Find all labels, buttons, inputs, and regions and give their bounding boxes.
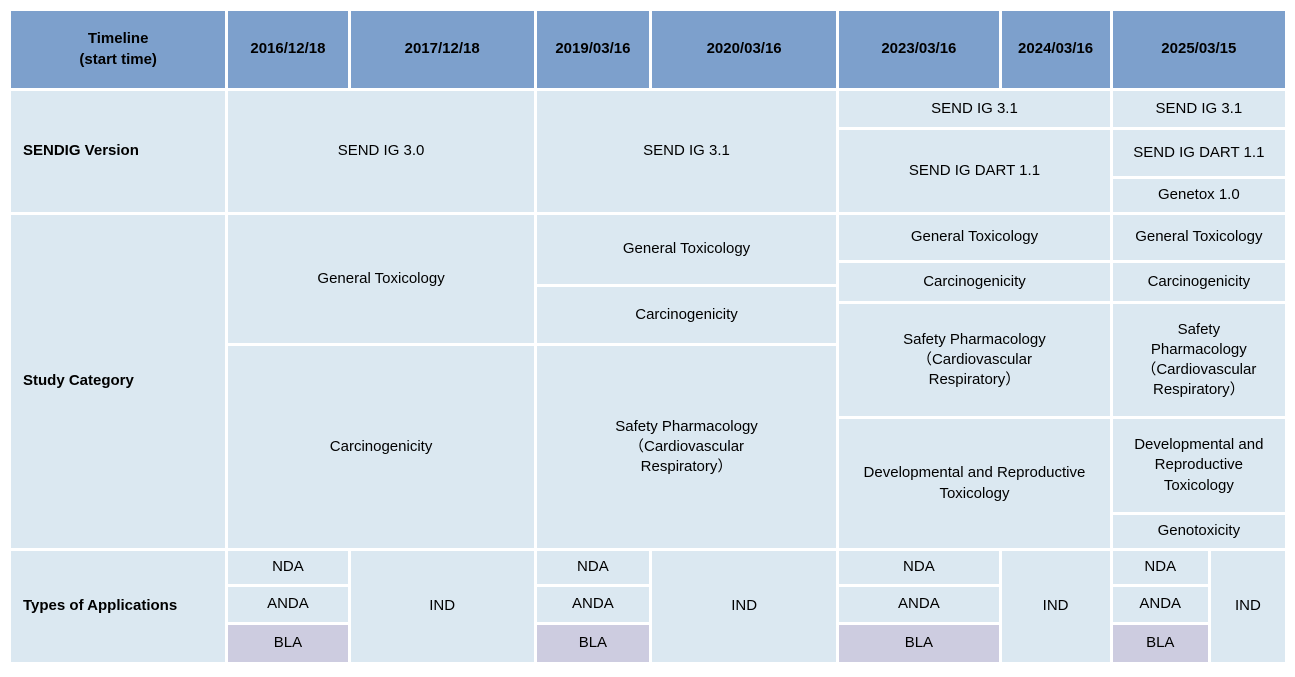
sendig-2025-dart-11-cell: SEND IG DART 1.1 (1109, 127, 1289, 179)
study-category-row-3: Carcinogenicity (10, 284, 1287, 346)
header-cell-date-2024-03-16: 2024/03/16 (998, 8, 1113, 91)
header-row: Timeline (start time) 2016/12/18 2017/12… (7, 8, 1289, 91)
applications-row-2: ANDA ANDA ANDA ANDA (10, 584, 1287, 625)
applications-row-1: Types of Applications NDA IND NDA IND ND… (7, 548, 1289, 665)
row-label-types-of-applications: Types of Applications (7, 548, 229, 665)
apps-2025-anda-cell: ANDA (1109, 584, 1211, 625)
study-2023-2024-safety-pharmacology-cell: Safety Pharmacology （Cardiovascular Resp… (836, 301, 1113, 419)
sendig-version-row-2: SEND IG DART 1.1 SEND IG DART 1.1 (10, 127, 1289, 215)
study-2025-safety-pharmacology-cell: Safety Pharmacology （Cardiovascular Resp… (1109, 301, 1289, 419)
header-cell-date-2025-03-15: 2025/03/15 (1109, 8, 1289, 91)
study-2023-2024-developmental-reproductive-cell: Developmental and Reproductive Toxicolog… (836, 416, 1113, 551)
sendig-2025-genetox-10-cell: Genetox 1.0 (1109, 176, 1289, 215)
sendig-2016-2017-send-ig-30-cell: SEND IG 3.0 (225, 88, 537, 215)
study-category-row-6: Developmental and Reproductive Toxicolog… (10, 416, 1289, 551)
study-2023-2024-general-toxicology-cell: General Toxicology (836, 212, 1113, 263)
study-category-row-1: Study Category General Toxicology Genera… (7, 212, 1289, 551)
study-2019-2020-carcinogenicity-cell: Carcinogenicity (533, 284, 840, 346)
apps-2024-ind-cell: IND (998, 548, 1113, 665)
sendig-2019-2020-send-ig-31-cell: SEND IG 3.1 (533, 88, 840, 215)
apps-2016-anda-cell: ANDA (225, 584, 351, 625)
sendig-2025-send-ig-31-cell: SEND IG 3.1 (1109, 88, 1289, 130)
study-2025-developmental-reproductive-cell: Developmental and Reproductive Toxicolog… (1109, 416, 1289, 515)
sendig-2023-2024-send-ig-31-cell: SEND IG 3.1 (836, 88, 1113, 130)
study-2025-carcinogenicity-cell: Carcinogenicity (1109, 260, 1289, 304)
apps-2017-ind-cell: IND (347, 548, 537, 665)
apps-2025-ind-cell: IND (1207, 548, 1289, 665)
study-category-row-2: Carcinogenicity Carcinogenicity (10, 260, 1289, 304)
study-2025-genotoxicity-cell: Genotoxicity (1109, 512, 1289, 551)
header-cell-date-2016-12-18: 2016/12/18 (225, 8, 351, 91)
applications-row-3: BLA BLA BLA BLA (10, 622, 1287, 665)
header-cell-date-2020-03-16: 2020/03/16 (648, 8, 840, 91)
apps-2023-bla-cell: BLA (836, 622, 1002, 665)
header-cell-date-2017-12-18: 2017/12/18 (347, 8, 537, 91)
study-2025-general-toxicology-cell: General Toxicology (1109, 212, 1289, 263)
study-2016-2017-carcinogenicity-cell: Carcinogenicity (225, 343, 537, 551)
apps-2019-bla-cell: BLA (533, 622, 652, 665)
apps-2023-nda-cell: NDA (836, 548, 1002, 587)
apps-2025-bla-cell: BLA (1109, 622, 1211, 665)
apps-2019-anda-cell: ANDA (533, 584, 652, 625)
apps-2016-nda-cell: NDA (225, 548, 351, 587)
sendig-version-row-3: Genetox 1.0 (10, 176, 1289, 215)
study-category-row-5: Carcinogenicity Safety Pharmacology （Car… (10, 343, 1287, 551)
send-timeline-table: Timeline (start time) 2016/12/18 2017/12… (7, 8, 1289, 665)
row-label-sendig-version: SENDIG Version (7, 88, 229, 215)
header-cell-date-2023-03-16: 2023/03/16 (836, 8, 1002, 91)
sendig-2023-2024-dart-11-cell: SEND IG DART 1.1 (836, 127, 1113, 215)
study-category-row-7: Genotoxicity (10, 512, 1289, 551)
apps-2025-nda-cell: NDA (1109, 548, 1211, 587)
study-2016-2017-general-toxicology-cell: General Toxicology (225, 212, 537, 346)
study-category-row-4: Safety Pharmacology （Cardiovascular Resp… (10, 301, 1289, 419)
study-2023-2024-carcinogenicity-cell: Carcinogenicity (836, 260, 1113, 304)
study-2019-2020-general-toxicology-cell: General Toxicology (533, 212, 840, 287)
header-cell-date-2019-03-16: 2019/03/16 (533, 8, 652, 91)
apps-2023-anda-cell: ANDA (836, 584, 1002, 625)
apps-2016-bla-cell: BLA (225, 622, 351, 665)
header-cell-timeline: Timeline (start time) (7, 8, 229, 91)
sendig-version-row-1: SENDIG Version SEND IG 3.0 SEND IG 3.1 S… (7, 88, 1289, 215)
apps-2020-ind-cell: IND (648, 548, 840, 665)
apps-2019-nda-cell: NDA (533, 548, 652, 587)
study-2019-2020-safety-pharmacology-cell: Safety Pharmacology （Cardiovascular Resp… (533, 343, 840, 551)
row-label-study-category: Study Category (7, 212, 229, 551)
